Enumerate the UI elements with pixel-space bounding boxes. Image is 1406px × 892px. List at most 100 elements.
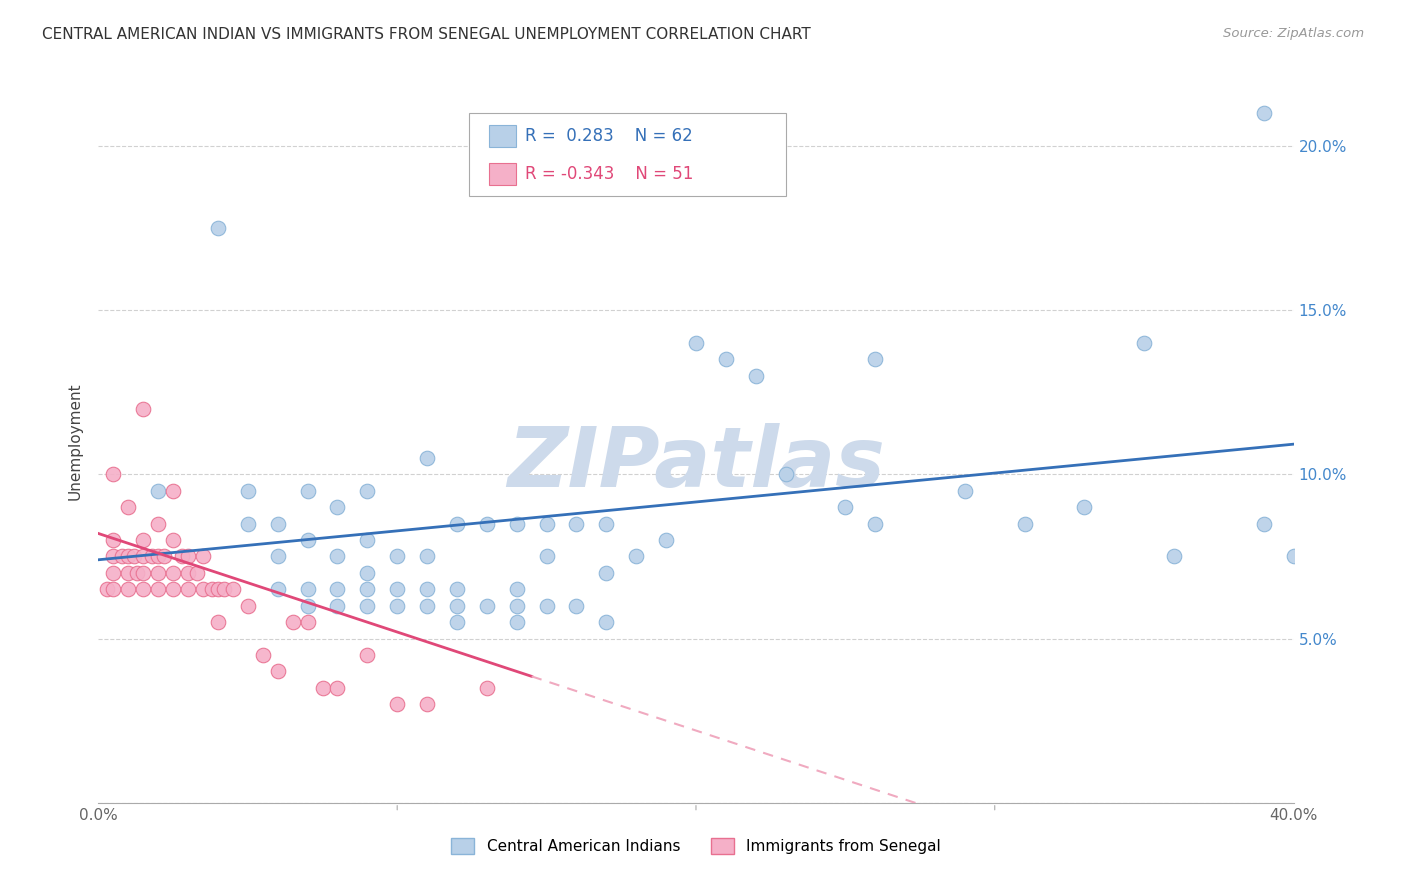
Point — [536, 516, 558, 531]
Point — [446, 582, 468, 597]
Point — [207, 221, 229, 235]
Point — [626, 549, 648, 564]
Point — [162, 566, 184, 580]
Point — [267, 549, 290, 564]
Point — [172, 549, 194, 564]
Point — [1253, 106, 1275, 120]
Bar — [489, 125, 516, 147]
Point — [117, 582, 139, 597]
Point — [297, 582, 319, 597]
Point — [385, 599, 409, 613]
Text: ZIPatlas: ZIPatlas — [508, 423, 884, 504]
Text: Source: ZipAtlas.com: Source: ZipAtlas.com — [1223, 27, 1364, 40]
Point — [252, 648, 274, 662]
Point — [536, 549, 558, 564]
Point — [111, 549, 134, 564]
Point — [385, 582, 409, 597]
Text: CENTRAL AMERICAN INDIAN VS IMMIGRANTS FROM SENEGAL UNEMPLOYMENT CORRELATION CHAR: CENTRAL AMERICAN INDIAN VS IMMIGRANTS FR… — [42, 27, 811, 42]
Point — [148, 483, 170, 498]
Point — [127, 566, 149, 580]
Point — [475, 516, 498, 531]
Point — [356, 648, 378, 662]
Point — [1073, 500, 1095, 515]
Point — [297, 599, 319, 613]
Point — [326, 582, 349, 597]
Point — [775, 467, 797, 482]
Point — [236, 483, 259, 498]
Text: R = -0.343    N = 51: R = -0.343 N = 51 — [524, 165, 693, 183]
Point — [385, 549, 409, 564]
Point — [96, 582, 118, 597]
Point — [356, 582, 378, 597]
Point — [595, 615, 617, 630]
Bar — [489, 163, 516, 185]
Point — [148, 582, 170, 597]
Point — [177, 582, 200, 597]
Point — [326, 599, 349, 613]
Point — [745, 368, 768, 383]
Point — [201, 582, 224, 597]
Point — [132, 401, 155, 416]
Point — [103, 549, 125, 564]
Point — [148, 549, 170, 564]
Y-axis label: Unemployment: Unemployment — [67, 383, 83, 500]
Point — [297, 483, 319, 498]
Point — [356, 566, 378, 580]
Point — [132, 566, 155, 580]
Point — [132, 549, 155, 564]
Point — [148, 566, 170, 580]
Point — [685, 336, 707, 351]
Point — [865, 516, 887, 531]
Point — [475, 681, 498, 695]
Point — [212, 582, 235, 597]
Point — [191, 549, 214, 564]
Point — [207, 582, 229, 597]
Point — [281, 615, 304, 630]
Point — [236, 599, 259, 613]
Point — [297, 533, 319, 547]
Point — [311, 681, 333, 695]
Point — [132, 582, 155, 597]
Point — [177, 566, 200, 580]
Point — [326, 549, 349, 564]
Point — [1253, 516, 1275, 531]
Point — [416, 450, 439, 465]
Point — [153, 549, 176, 564]
Point — [1014, 516, 1036, 531]
Point — [446, 516, 468, 531]
Point — [1282, 549, 1305, 564]
Point — [103, 582, 125, 597]
Point — [1163, 549, 1185, 564]
Point — [117, 549, 139, 564]
Point — [356, 533, 378, 547]
Point — [103, 533, 125, 547]
Point — [565, 516, 588, 531]
Point — [385, 698, 409, 712]
Point — [297, 615, 319, 630]
Point — [117, 566, 139, 580]
Point — [236, 516, 259, 531]
Point — [1133, 336, 1156, 351]
Point — [207, 615, 229, 630]
Point — [475, 599, 498, 613]
Point — [446, 615, 468, 630]
Point — [326, 500, 349, 515]
Legend: Central American Indians, Immigrants from Senegal: Central American Indians, Immigrants fro… — [446, 832, 946, 860]
Point — [595, 566, 617, 580]
Point — [132, 533, 155, 547]
Point — [186, 566, 208, 580]
Point — [356, 599, 378, 613]
Point — [162, 483, 184, 498]
FancyBboxPatch shape — [470, 112, 786, 196]
Point — [267, 516, 290, 531]
Point — [124, 549, 146, 564]
Point — [446, 599, 468, 613]
Point — [177, 549, 200, 564]
Point — [565, 599, 588, 613]
Point — [103, 566, 125, 580]
Point — [191, 582, 214, 597]
Point — [416, 698, 439, 712]
Point — [117, 500, 139, 515]
Point — [416, 599, 439, 613]
Point — [834, 500, 856, 515]
